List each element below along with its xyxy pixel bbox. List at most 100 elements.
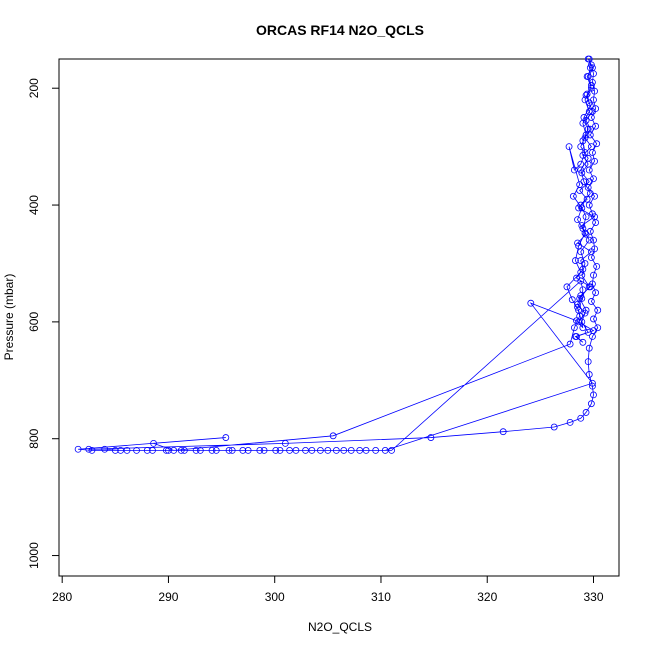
y-tick-label: 400 [27,195,41,215]
data-point [584,328,592,336]
data-point [589,379,596,387]
data-point [591,245,598,253]
data-point [74,445,82,453]
data-point [581,309,589,317]
data-point [581,149,589,156]
x-tick-label: 300 [265,590,285,604]
plot-frame [58,58,620,577]
data-point [586,102,594,110]
data-point [565,143,573,151]
data-point [329,432,337,440]
data-point [575,306,583,314]
data-point [585,236,593,244]
data-point [587,61,595,69]
data-point [576,181,584,188]
data-point [150,439,157,447]
data-point [590,236,597,244]
data-point [222,434,230,441]
data-point [381,447,389,454]
data-point [591,87,598,95]
data-point [569,192,577,200]
data-point [577,277,585,285]
plot-area [74,55,602,454]
data-point [589,210,596,218]
data-point [589,149,596,156]
data-point [586,64,594,72]
data-point [589,382,596,390]
data-point [324,447,332,454]
data-point [577,143,585,151]
data-point [208,447,216,454]
data-point [592,105,600,113]
data-point [579,286,587,294]
data-point [228,447,236,454]
data-point [162,447,170,454]
data-point [587,81,595,89]
data-point [196,447,204,454]
data-point [177,447,185,454]
data-point [574,216,581,224]
data-point [592,289,600,297]
data-point [585,201,593,209]
x-tick-label: 290 [158,590,178,604]
y-tick-label: 800 [27,428,41,448]
data-point [585,344,593,352]
data-point [578,204,586,212]
data-point [594,306,602,314]
data-point [594,324,602,332]
data-point [585,166,593,174]
data-point [88,447,96,454]
data-point [582,306,590,314]
data-point [332,447,340,454]
data-point [302,447,309,454]
data-point [563,283,571,291]
data-point [170,447,178,454]
data-point [574,239,581,247]
data-point [590,70,597,78]
data-point [578,222,586,229]
data-point [362,447,370,454]
data-point [577,201,585,209]
data-point [212,447,220,454]
data-point [573,317,580,325]
data-point [572,333,579,340]
data-point [570,166,578,174]
data-point [590,315,597,323]
data-point [180,447,188,454]
data-point [347,447,355,454]
data-point [340,447,348,454]
data-point [589,78,596,86]
data-point [587,114,595,121]
data-point [575,242,583,250]
data-point [577,414,585,422]
data-point [579,324,587,332]
data-point [584,184,592,191]
series-markers [74,55,602,454]
data-point [581,96,589,104]
data-point [590,96,597,104]
data-point [570,324,578,332]
data-point [584,125,592,133]
data-point [582,131,590,139]
data-point [427,434,435,441]
data-point [568,296,576,304]
data-point [582,409,590,416]
data-point [585,371,593,378]
data-point [587,400,595,408]
data-point [582,213,590,221]
data-point [239,447,247,454]
data-point [581,229,589,237]
data-point [578,295,586,302]
data-point [317,447,324,454]
data-point [101,445,109,453]
data-point [244,447,252,454]
data-point [579,137,587,145]
data-point [85,445,93,453]
data-point [281,439,289,447]
data-point [111,447,119,454]
x-tick-label: 330 [583,590,603,604]
data-point [577,292,585,299]
data-point [590,271,597,279]
data-point [133,447,140,454]
